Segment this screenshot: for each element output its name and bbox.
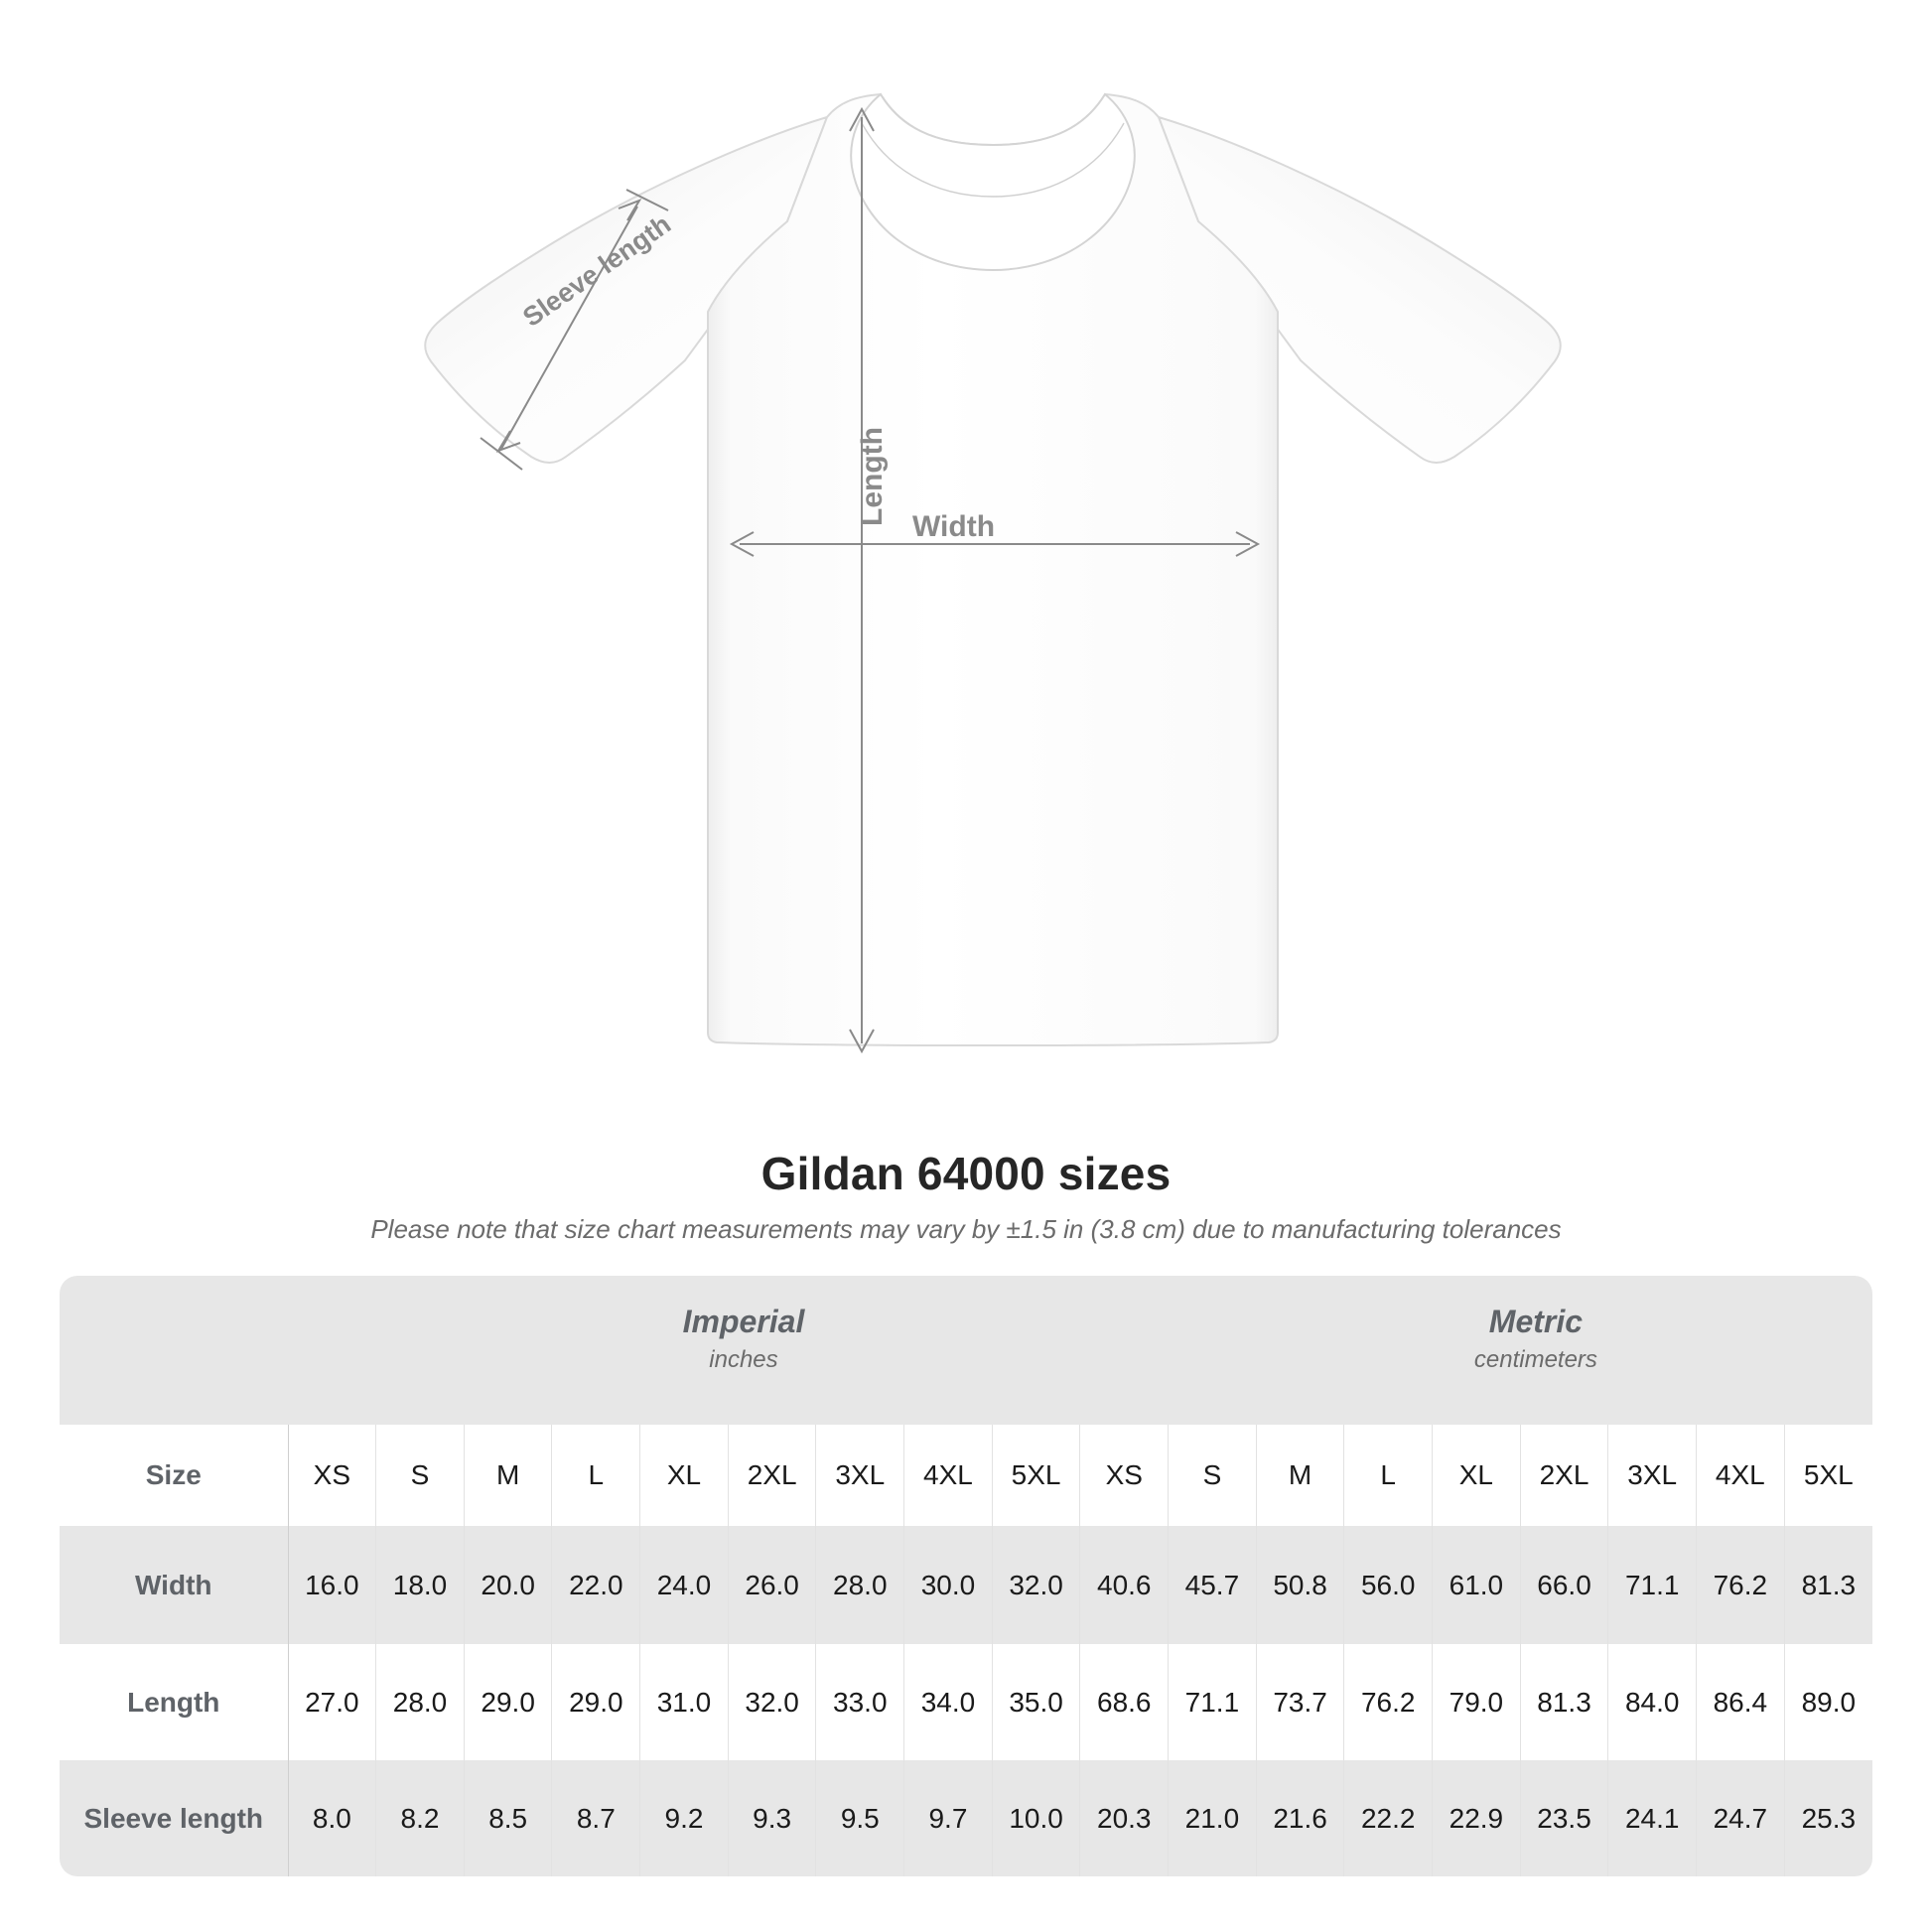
- svg-text:Width: Width: [912, 510, 995, 543]
- svg-text:Length: Length: [856, 427, 889, 526]
